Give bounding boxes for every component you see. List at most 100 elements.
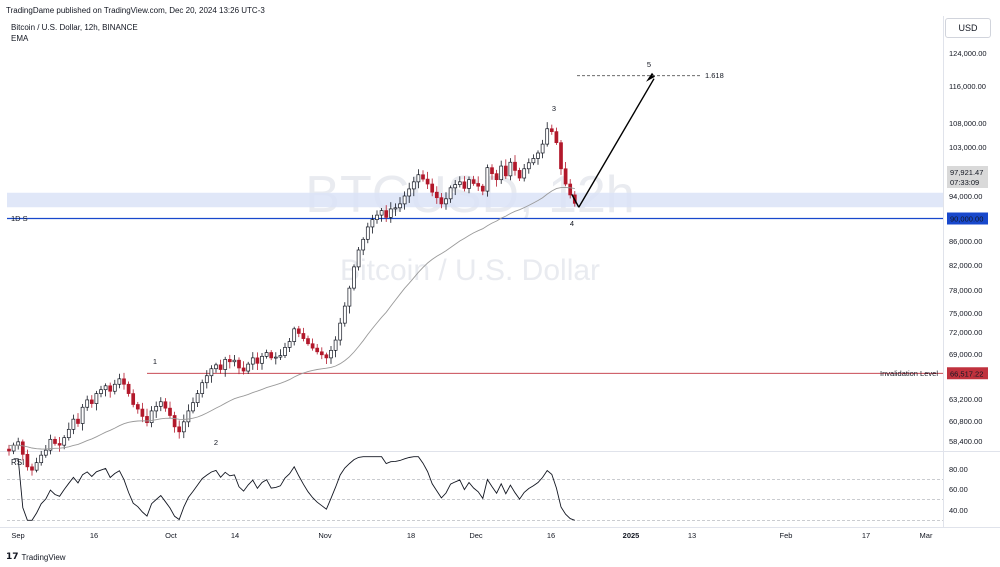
candle-body xyxy=(365,226,370,240)
candle-body xyxy=(338,322,343,341)
candle-body xyxy=(554,131,559,144)
candle-body xyxy=(356,249,361,268)
candle-body xyxy=(503,165,508,177)
candle-body xyxy=(108,385,113,392)
candle-body xyxy=(439,197,444,205)
candle-body xyxy=(34,462,39,471)
candle-body xyxy=(301,333,306,339)
candle-body xyxy=(471,179,476,184)
candle-body xyxy=(421,174,425,180)
candle-body xyxy=(195,393,200,404)
candle-body xyxy=(227,359,232,363)
candle-body xyxy=(16,441,21,446)
candle-body xyxy=(379,210,384,216)
candle-body xyxy=(30,466,34,471)
time-tick-label: Feb xyxy=(780,531,793,540)
candle-body xyxy=(448,187,453,200)
candle-body xyxy=(375,214,379,220)
price-tick-label: 86,000.00 xyxy=(949,237,982,246)
candle-body xyxy=(168,407,172,416)
candle-body xyxy=(278,355,283,358)
time-tick-label: Dec xyxy=(469,531,483,540)
rsi-tick-label: 80.00 xyxy=(949,465,968,474)
candle-body xyxy=(398,203,402,209)
tradingview-mark-icon: 17 xyxy=(6,552,19,562)
candle-body xyxy=(319,351,324,356)
candle-body xyxy=(540,143,545,154)
candle-body xyxy=(310,343,315,349)
candle-body xyxy=(140,408,145,417)
candle-body xyxy=(430,183,435,193)
price-tick-label: 60,800.00 xyxy=(949,417,982,426)
countdown-label: 07:33:09 xyxy=(950,178,979,187)
rsi-line xyxy=(13,456,575,521)
candle-body xyxy=(480,185,485,192)
candle-body xyxy=(223,359,228,370)
candle-body xyxy=(158,401,163,407)
candle-body xyxy=(25,453,30,468)
time-tick-label: 18 xyxy=(407,531,415,540)
candle-body xyxy=(85,399,90,408)
candle-body xyxy=(62,437,67,446)
candle-body xyxy=(536,152,540,159)
candle-body xyxy=(402,195,407,205)
candle-body xyxy=(453,184,458,189)
ema-indicator-label[interactable]: EMA xyxy=(11,34,29,43)
candles xyxy=(7,122,577,476)
wave-label-4: 4 xyxy=(570,219,574,228)
candle-body xyxy=(462,181,467,189)
candle-body xyxy=(361,238,366,251)
candle-body xyxy=(549,128,554,132)
candle-body xyxy=(517,170,522,179)
candle-body xyxy=(255,357,260,364)
candle-body xyxy=(80,406,85,424)
candle-body xyxy=(329,349,333,359)
currency-button[interactable]: USD xyxy=(945,18,991,38)
candle-body xyxy=(499,165,504,181)
candle-body xyxy=(172,415,177,428)
candle-body xyxy=(494,173,499,181)
candle-body xyxy=(324,354,329,359)
candle-body xyxy=(39,454,44,464)
tradingview-logo[interactable]: 17 TradingView xyxy=(6,552,66,562)
candle-body xyxy=(467,179,471,189)
candle-body xyxy=(131,393,136,405)
candle-body xyxy=(388,208,393,218)
candle-body xyxy=(99,389,103,394)
candle-body xyxy=(347,287,352,307)
candle-body xyxy=(315,347,320,353)
support-zone xyxy=(7,192,943,208)
candle-body xyxy=(490,167,494,175)
candle-body xyxy=(508,161,513,177)
candle-body xyxy=(522,168,527,179)
current-price-label: 97,921.47 xyxy=(950,168,983,177)
wave5-projection-arrow xyxy=(578,78,655,208)
symbol-title[interactable]: Bitcoin / U.S. Dollar, 12h, BINANCE xyxy=(11,23,138,32)
invalidation-label: Invalidation Level xyxy=(880,369,938,378)
candle-body xyxy=(145,416,149,424)
support-price-label: 90,000.00 xyxy=(950,215,983,224)
candle-body xyxy=(292,328,297,342)
invalidation-price-badge xyxy=(947,367,988,380)
candle-body xyxy=(563,168,568,185)
candle-body xyxy=(237,359,241,369)
wave-label-3: 3 xyxy=(552,104,556,113)
candle-body xyxy=(384,210,389,218)
candle-body xyxy=(250,357,255,365)
fib-label: 1.618 xyxy=(705,71,724,80)
candle-body xyxy=(513,161,517,171)
arrow-head-icon xyxy=(646,72,655,82)
candle-body xyxy=(20,441,25,455)
wave-label-1: 1 xyxy=(153,357,157,366)
ema-line xyxy=(8,187,575,450)
time-tick-label: 16 xyxy=(90,531,98,540)
candle-body xyxy=(283,347,287,356)
watermark-name: Bitcoin / U.S. Dollar xyxy=(340,254,600,287)
candle-body xyxy=(416,174,421,183)
price-tick-label: 124,000.00 xyxy=(949,49,987,58)
candle-body xyxy=(204,375,209,384)
candle-body xyxy=(214,364,218,370)
candle-body xyxy=(186,410,191,423)
rsi-indicator-label[interactable]: RSI xyxy=(11,458,25,467)
